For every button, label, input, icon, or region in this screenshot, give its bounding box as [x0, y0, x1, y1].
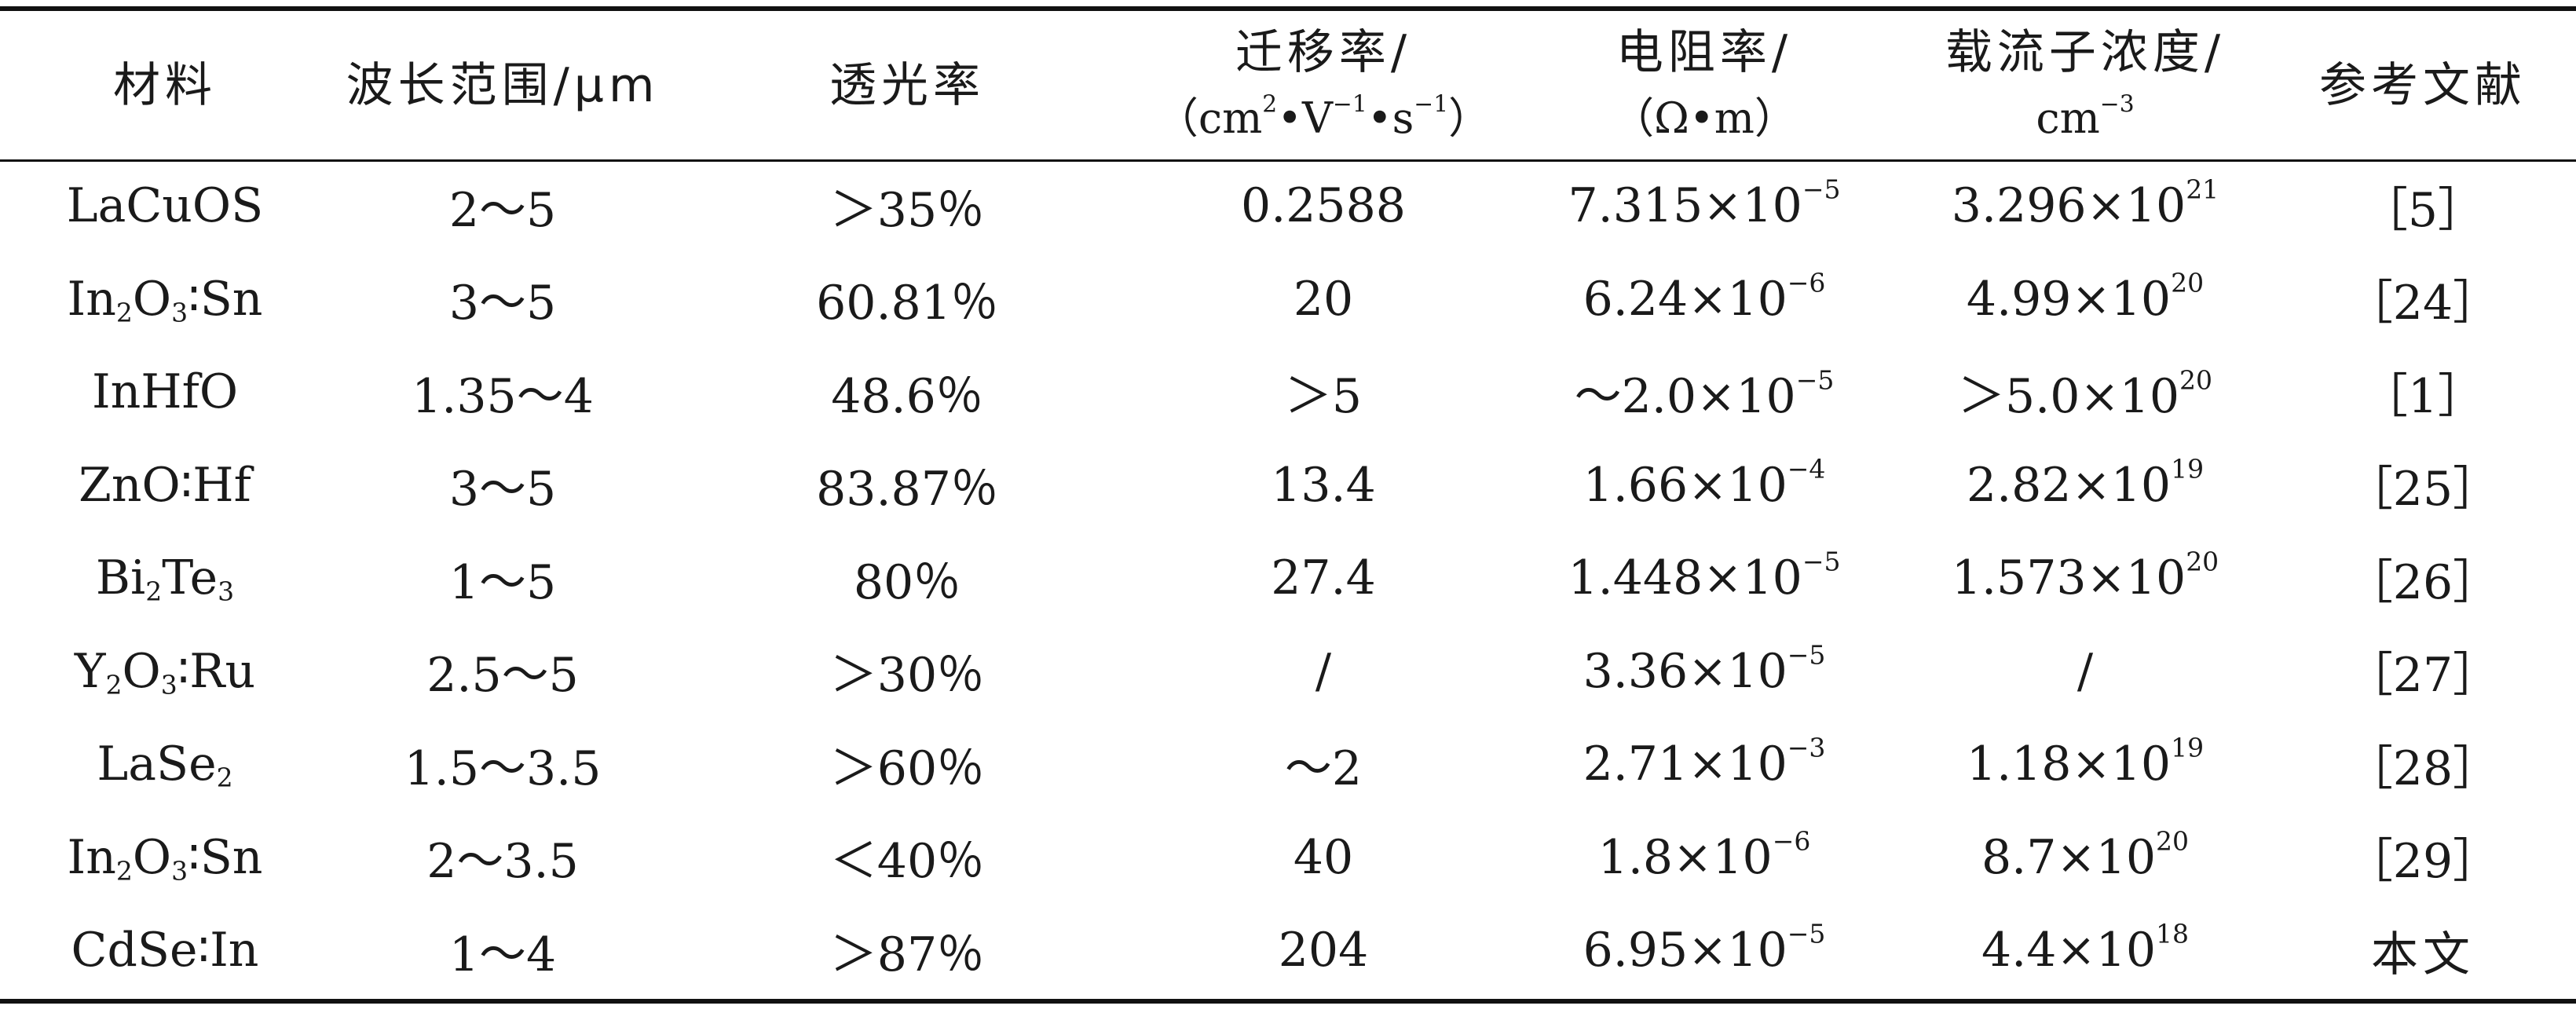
- cell-wavelength: 1～4: [448, 927, 557, 982]
- header-mobility: 迁移率/ （cm2•V−1•s−1）: [1155, 24, 1491, 143]
- header-material: 材料: [113, 58, 217, 113]
- cell-resistivity: ～2.0×10−5: [1574, 364, 1835, 424]
- header-reference: 参考文献: [2319, 58, 2527, 113]
- cell-wavelength: 2～5: [448, 182, 557, 238]
- header-row: 材料 波长范围/μm 透光率 迁移率/ （cm2•V−1•s−1） 电阻率/ （…: [0, 11, 2576, 159]
- cell-wavelength: 2～3.5: [426, 834, 579, 890]
- cell-transmittance: ＞35％: [829, 182, 985, 238]
- cell-material: LaSe2: [97, 737, 233, 793]
- table-row: ZnO∶Hf 3～5 83.87％ 13.4 1.66×10−4 2.82×1019 ［25…: [0, 439, 2576, 532]
- cell-carrier-concentration: /: [2077, 643, 2094, 699]
- table-row: Y2O3∶Ru 2.5～5 ＞30％ / 3.36×10−5 / ［27］: [0, 625, 2576, 719]
- header-resistivity: 电阻率/ （Ω•m）: [1612, 24, 1797, 143]
- cell-mobility: 204: [1278, 923, 1369, 978]
- table-row: In2O3∶Sn 3～5 60.81％ 20 6.24×10−6 4.99×1020 ［24…: [0, 253, 2576, 346]
- cell-resistivity: 1.66×10−4: [1583, 453, 1826, 513]
- table-bottom-rule: [0, 999, 2576, 1004]
- materials-table: 材料 波长范围/μm 透光率 迁移率/ （cm2•V−1•s−1） 电阻率/ （…: [0, 11, 2576, 997]
- cell-reference: 本文: [2371, 927, 2475, 982]
- table-row: LaCuOS 2～5 ＞35％ 0.2588 7.315×10−5 3.296×1021 ［…: [0, 159, 2576, 253]
- cell-reference: ［26］: [2345, 554, 2501, 610]
- cell-material: CdSe∶In: [71, 923, 259, 978]
- cell-carrier-concentration: 4.99×1020: [1966, 267, 2205, 327]
- cell-transmittance: ＞60％: [829, 741, 985, 796]
- cell-transmittance: 48.6％: [831, 368, 983, 424]
- cell-mobility: 40: [1293, 829, 1354, 885]
- cell-mobility: 20: [1293, 271, 1354, 327]
- cell-carrier-concentration: 3.296×1021: [1951, 174, 2219, 234]
- cell-reference: ［29］: [2345, 834, 2501, 890]
- header-carrier-concentration: 载流子浓度/ cm−3: [1945, 24, 2226, 143]
- cell-mobility: 0.2588: [1241, 178, 1406, 234]
- cell-reference: ［27］: [2345, 648, 2501, 704]
- cell-resistivity: 1.448×10−5: [1568, 546, 1841, 606]
- header-wavelength: 波长范围/μm: [346, 58, 660, 113]
- cell-wavelength: 3～5: [448, 462, 557, 517]
- cell-carrier-concentration: 2.82×1019: [1966, 453, 2205, 513]
- cell-carrier-concentration: ＞5.0×1020: [1957, 364, 2213, 424]
- cell-wavelength: 1.5～3.5: [404, 741, 602, 796]
- cell-material: In2O3∶Sn: [67, 271, 263, 327]
- cell-wavelength: 1.35～4: [412, 368, 594, 424]
- cell-transmittance: 60.81％: [816, 276, 998, 331]
- cell-transmittance: ＜40％: [829, 834, 985, 890]
- cell-reference: ［24］: [2345, 276, 2501, 331]
- cell-transmittance: ＞30％: [829, 648, 985, 704]
- header-transmittance: 透光率: [829, 58, 985, 113]
- table-row: Bi2Te3 1～5 80％ 27.4 1.448×10−5 1.573×1020 ［26］: [0, 532, 2576, 625]
- cell-material: InHfO: [91, 364, 239, 420]
- cell-material: LaCuOS: [66, 178, 264, 234]
- cell-wavelength: 1～5: [448, 554, 557, 610]
- cell-transmittance: ＞87％: [829, 927, 985, 982]
- cell-mobility: ～2: [1284, 741, 1363, 796]
- cell-material: In2O3∶Sn: [67, 829, 263, 886]
- cell-carrier-concentration: 8.7×1020: [1981, 825, 2190, 885]
- cell-material: ZnO∶Hf: [79, 457, 251, 513]
- table-row: InHfO 1.35～4 48.6％ ＞5 ～2.0×10−5 ＞5.0×1020 ［1］: [0, 346, 2576, 439]
- cell-resistivity: 6.95×10−5: [1583, 918, 1826, 978]
- cell-material: Y2O3∶Ru: [74, 643, 256, 700]
- cell-resistivity: 6.24×10−6: [1583, 267, 1826, 327]
- cell-resistivity: 7.315×10−5: [1568, 174, 1841, 234]
- cell-resistivity: 1.8×10−6: [1597, 825, 1811, 885]
- table-row: LaSe2 1.5～3.5 ＞60％ ～2 2.71×10−3 1.18×1019 ［28］: [0, 718, 2576, 811]
- table-top-rule: [0, 6, 2576, 11]
- cell-reference: ［28］: [2345, 741, 2501, 796]
- cell-carrier-concentration: 1.18×1019: [1966, 732, 2205, 792]
- cell-reference: ［25］: [2345, 462, 2501, 517]
- cell-reference: ［1］: [2360, 368, 2486, 424]
- cell-carrier-concentration: 1.573×1020: [1951, 546, 2219, 606]
- cell-mobility: 27.4: [1271, 550, 1376, 606]
- cell-carrier-concentration: 4.4×1018: [1981, 918, 2190, 978]
- cell-resistivity: 3.36×10−5: [1583, 639, 1826, 699]
- cell-material: Bi2Te3: [95, 550, 235, 607]
- cell-mobility: /: [1315, 643, 1332, 699]
- cell-wavelength: 3～5: [448, 276, 557, 331]
- cell-reference: ［5］: [2360, 182, 2486, 238]
- cell-transmittance: 80％: [853, 554, 961, 610]
- table-row: In2O3∶Sn 2～3.5 ＜40％ 40 1.8×10−6 8.7×1020 ［29］: [0, 811, 2576, 905]
- table-row: CdSe∶In 1～4 ＞87％ 204 6.95×10−5 4.4×1018 本文: [0, 904, 2576, 997]
- cell-mobility: 13.4: [1271, 457, 1376, 513]
- cell-wavelength: 2.5～5: [426, 648, 579, 704]
- cell-transmittance: 83.87％: [816, 462, 998, 517]
- table-header-rule: [0, 159, 2576, 162]
- cell-mobility: ＞5: [1284, 368, 1363, 424]
- cell-resistivity: 2.71×10−3: [1583, 732, 1826, 792]
- table-body: LaCuOS 2～5 ＞35％ 0.2588 7.315×10−5 3.296×1021 ［…: [0, 159, 2576, 997]
